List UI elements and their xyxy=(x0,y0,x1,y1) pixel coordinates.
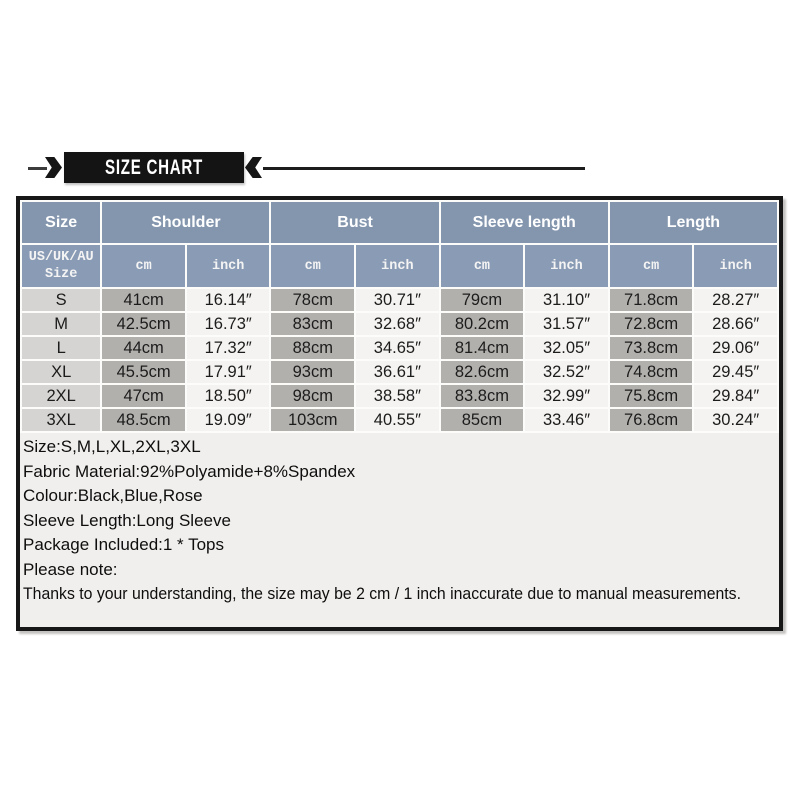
cm-value-cell: 44cm xyxy=(102,337,185,359)
inch-value-cell: 29.06″ xyxy=(694,337,777,359)
inch-value-cell: 32.99″ xyxy=(525,385,608,407)
size-cell: S xyxy=(22,289,101,311)
note-line: Thanks to your understanding, the size m… xyxy=(23,584,741,603)
inch-value-cell: 17.91″ xyxy=(186,361,270,383)
table-row: S 41cm 16.14″ 78cm 30.71″ 79cm 31.10″ 71.8cm 28.… xyxy=(22,289,777,311)
size-cell: L xyxy=(22,337,101,359)
note-line: Fabric Material:92%Polyamide+8%Spandex xyxy=(23,461,356,481)
inch-value-cell: 32.05″ xyxy=(525,337,608,359)
note-line: Size:S,M,L,XL,2XL,3XL xyxy=(23,437,201,456)
cm-value-cell: 103cm xyxy=(271,409,355,431)
inch-value-cell: 31.57″ xyxy=(525,313,608,335)
table-row: 2XL 47cm 18.50″ 98cm 38.58″ 83.8cm 32.99″ 75.8c… xyxy=(22,385,777,407)
cm-value-cell: 81.4cm xyxy=(440,337,524,359)
inch-value-cell: 40.55″ xyxy=(356,409,439,431)
unit-header-inch: inch xyxy=(694,245,777,287)
unit-header-inch: inch xyxy=(186,245,270,287)
inch-value-cell: 36.61″ xyxy=(356,361,439,383)
size-cell: XL xyxy=(22,361,101,383)
cm-value-cell: 74.8cm xyxy=(609,361,693,383)
note-line: Colour:Black,Blue,Rose xyxy=(23,486,203,505)
cm-value-cell: 75.8cm xyxy=(609,385,693,407)
size-cell: 2XL xyxy=(22,385,101,407)
cm-value-cell: 83.8cm xyxy=(440,385,524,407)
cm-value-cell: 42.5cm xyxy=(102,313,185,335)
unit-header-cm: cm xyxy=(102,245,185,287)
inch-value-cell: 16.14″ xyxy=(186,289,270,311)
cm-value-cell: 85cm xyxy=(440,409,524,431)
cm-value-cell: 47cm xyxy=(102,385,185,407)
banner-rule-line xyxy=(263,167,585,170)
product-notes: Size:S,M,L,XL,2XL,3XL Fabric Material:92%… xyxy=(20,433,779,607)
ribbon-left-fold-icon xyxy=(45,157,62,178)
inch-value-cell: 32.68″ xyxy=(356,313,439,335)
note-line: Package Included:1 * Tops xyxy=(23,535,224,554)
cm-value-cell: 82.6cm xyxy=(440,361,524,383)
table-header-row: Size Shoulder Bust Sleeve length Length xyxy=(22,202,777,243)
cm-value-cell: 78cm xyxy=(271,289,355,311)
ribbon-right-fold-icon xyxy=(245,157,262,178)
size-cell: M xyxy=(22,313,101,335)
cm-value-cell: 41cm xyxy=(102,289,185,311)
cm-value-cell: 88cm xyxy=(271,337,355,359)
inch-value-cell: 28.27″ xyxy=(694,289,777,311)
inch-value-cell: 29.45″ xyxy=(694,361,777,383)
table-row: XL 45.5cm 17.91″ 93cm 36.61″ 82.6cm 32.52″ 74.8… xyxy=(22,361,777,383)
unit-header-cm: cm xyxy=(609,245,693,287)
note-line: Sleeve Length:Long Sleeve xyxy=(23,510,231,530)
unit-header-inch: inch xyxy=(356,245,439,287)
column-header-bust: Bust xyxy=(271,202,439,243)
inch-value-cell: 34.65″ xyxy=(356,337,439,359)
banner-left-dash xyxy=(28,167,47,170)
subheader-size-standard: US/UK/AU Size xyxy=(22,245,101,287)
inch-value-cell: 38.58″ xyxy=(356,385,439,407)
unit-header-cm: cm xyxy=(440,245,524,287)
cm-value-cell: 73.8cm xyxy=(609,337,693,359)
size-chart-ribbon: SIZE CHART xyxy=(64,152,244,183)
size-cell: 3XL xyxy=(22,409,101,431)
size-table: Size Shoulder Bust Sleeve length Length … xyxy=(20,200,779,433)
cm-value-cell: 80.2cm xyxy=(440,313,524,335)
cm-value-cell: 76.8cm xyxy=(609,409,693,431)
inch-value-cell: 29.84″ xyxy=(694,385,777,407)
size-table-body: S 41cm 16.14″ 78cm 30.71″ 79cm 31.10″ 71.8cm 28.… xyxy=(22,289,777,431)
unit-header-inch: inch xyxy=(525,245,608,287)
size-chart-box: Size Shoulder Bust Sleeve length Length … xyxy=(16,196,783,631)
inch-value-cell: 32.52″ xyxy=(525,361,608,383)
cm-value-cell: 98cm xyxy=(271,385,355,407)
cm-value-cell: 93cm xyxy=(271,361,355,383)
banner-title: SIZE CHART xyxy=(105,155,203,179)
table-row: M 42.5cm 16.73″ 83cm 32.68″ 80.2cm 31.57″ 72.8c… xyxy=(22,313,777,335)
table-row: L 44cm 17.32″ 88cm 34.65″ 81.4cm 32.05″ 73.8cm 2… xyxy=(22,337,777,359)
cm-value-cell: 45.5cm xyxy=(102,361,185,383)
inch-value-cell: 28.66″ xyxy=(694,313,777,335)
column-header-size: Size xyxy=(22,202,101,243)
table-subheader-row: US/UK/AU Size cm inch cm inch cm inch cm… xyxy=(22,245,777,287)
inch-value-cell: 33.46″ xyxy=(525,409,608,431)
inch-value-cell: 30.71″ xyxy=(356,289,439,311)
inch-value-cell: 18.50″ xyxy=(186,385,270,407)
table-row: 3XL 48.5cm 19.09″ 103cm 40.55″ 85cm 33.46″ 76.8… xyxy=(22,409,777,431)
column-header-shoulder: Shoulder xyxy=(102,202,270,243)
column-header-length: Length xyxy=(609,202,777,243)
cm-value-cell: 79cm xyxy=(440,289,524,311)
unit-header-cm: cm xyxy=(271,245,355,287)
column-header-sleeve-length: Sleeve length xyxy=(440,202,608,243)
inch-value-cell: 30.24″ xyxy=(694,409,777,431)
inch-value-cell: 31.10″ xyxy=(525,289,608,311)
note-line: Please note: xyxy=(23,559,118,579)
cm-value-cell: 72.8cm xyxy=(609,313,693,335)
cm-value-cell: 83cm xyxy=(271,313,355,335)
cm-value-cell: 48.5cm xyxy=(102,409,185,431)
cm-value-cell: 71.8cm xyxy=(609,289,693,311)
inch-value-cell: 17.32″ xyxy=(186,337,270,359)
inch-value-cell: 19.09″ xyxy=(186,409,270,431)
inch-value-cell: 16.73″ xyxy=(186,313,270,335)
